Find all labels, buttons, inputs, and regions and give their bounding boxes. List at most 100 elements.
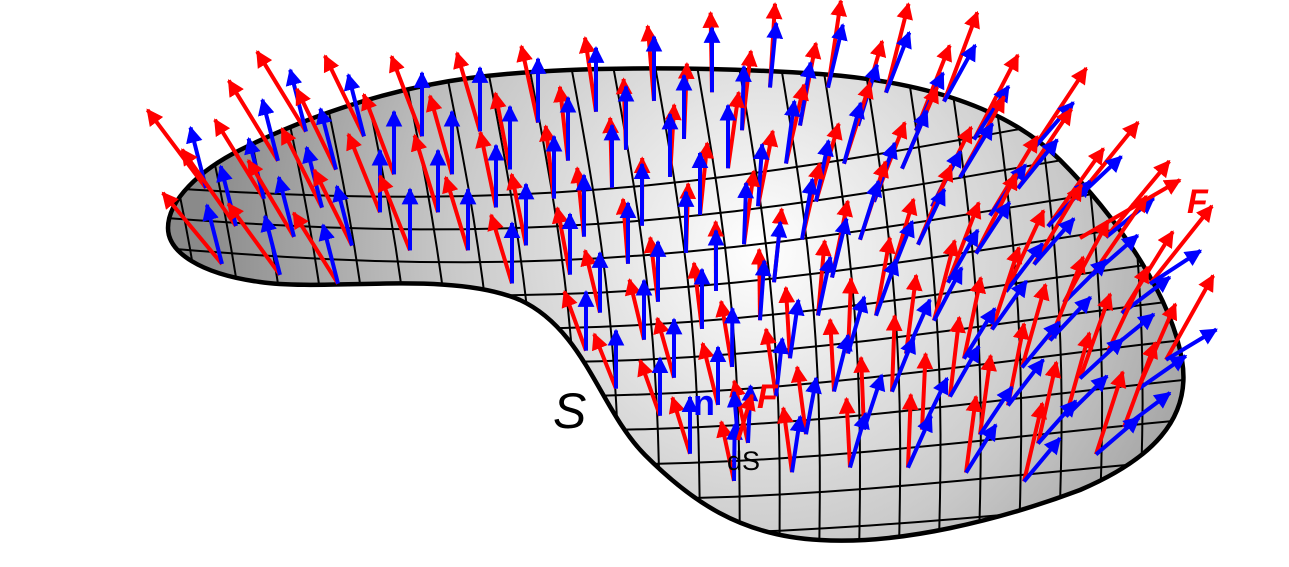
field-vector-F bbox=[948, 315, 966, 397]
field-vector-F bbox=[213, 118, 266, 200]
normal-vector-n bbox=[804, 376, 822, 435]
normal-vector-n bbox=[318, 223, 340, 285]
normal-vector-n bbox=[772, 336, 790, 397]
normal-vector-n bbox=[789, 414, 807, 473]
normal-vector-n bbox=[874, 257, 900, 317]
normal-vector-n bbox=[1164, 327, 1218, 362]
field-vector-F bbox=[932, 238, 960, 322]
field-vector-F bbox=[1148, 204, 1214, 286]
normal-vector-n bbox=[770, 220, 788, 283]
normal-vector-n bbox=[932, 266, 964, 322]
field-vector-F bbox=[822, 317, 840, 392]
field-vector-F bbox=[475, 130, 498, 208]
normal-vector-n bbox=[832, 333, 853, 393]
field-vector-F bbox=[978, 353, 997, 435]
normal-vector-n bbox=[1136, 354, 1188, 391]
field-vector-F bbox=[516, 44, 540, 124]
field-vector-F bbox=[361, 92, 396, 176]
normal-vector-n bbox=[202, 203, 224, 265]
field-vector-F bbox=[280, 127, 324, 209]
normal-vector-n bbox=[332, 184, 354, 247]
field-vector-F bbox=[410, 133, 440, 213]
normal-vector-n bbox=[974, 200, 1012, 255]
field-vector-F bbox=[668, 395, 692, 455]
field-vector-F bbox=[346, 132, 382, 214]
normal-vector-n bbox=[900, 109, 929, 170]
field-vector-F bbox=[637, 358, 662, 417]
field-vector-F bbox=[698, 341, 720, 406]
normal-vector-n bbox=[726, 423, 743, 481]
field-vector-F bbox=[551, 206, 572, 276]
field-vector-F bbox=[425, 94, 454, 175]
mesh-line bbox=[989, 68, 1023, 541]
normal-vector-n bbox=[258, 98, 280, 162]
normal-vector-n bbox=[1022, 437, 1062, 483]
field-vector-F-highlight bbox=[736, 393, 756, 441]
field-vector-F bbox=[389, 54, 424, 138]
normal-vector-n bbox=[1094, 415, 1141, 456]
mesh-line bbox=[150, 547, 1230, 567]
normal-vector-n bbox=[826, 23, 848, 89]
normal-vector-n bbox=[816, 255, 836, 316]
mesh-line bbox=[168, 515, 1184, 541]
field-vector-F bbox=[990, 246, 1023, 331]
normal-vector-n bbox=[1078, 337, 1125, 380]
normal-vector-n bbox=[787, 298, 805, 359]
field-vector-F bbox=[592, 332, 618, 390]
field-vector-F bbox=[291, 211, 340, 285]
normal-vector-n bbox=[735, 64, 752, 131]
normal-vector-n bbox=[884, 30, 912, 94]
mesh-line bbox=[863, 68, 902, 541]
field-vector-F bbox=[874, 236, 896, 317]
field-vector-F bbox=[653, 316, 676, 379]
normal-vector-n bbox=[958, 122, 995, 179]
mesh-line bbox=[737, 68, 781, 541]
normal-vector-n bbox=[274, 175, 296, 238]
field-vector-F bbox=[294, 87, 338, 171]
field-vector-F bbox=[1104, 159, 1171, 239]
normal-vector-n bbox=[842, 101, 865, 165]
field-vector-F bbox=[1164, 274, 1215, 361]
field-vector-F-label-arrow bbox=[1078, 178, 1182, 240]
field-vector-F bbox=[180, 148, 238, 228]
normal-vector-n bbox=[1006, 358, 1045, 407]
field-vector-F bbox=[506, 172, 528, 246]
normal-vector-n bbox=[766, 21, 784, 88]
normal-vector-n bbox=[260, 214, 282, 276]
field-vector-F bbox=[312, 168, 354, 247]
mesh-line bbox=[191, 68, 263, 541]
mesh-line bbox=[168, 68, 224, 541]
normal-vector-n bbox=[916, 187, 947, 246]
vector-field-arrows bbox=[145, 0, 1218, 483]
field-vector-F bbox=[489, 91, 512, 170]
normal-vector-n bbox=[754, 259, 772, 321]
field-vector-F bbox=[942, 10, 980, 103]
normal-vector-n bbox=[948, 344, 981, 398]
normal-vector-n bbox=[1036, 399, 1078, 445]
field-vector-F bbox=[487, 213, 514, 285]
field-vector-F bbox=[885, 314, 903, 392]
field-vector-F bbox=[964, 394, 983, 473]
normal-vector-n bbox=[990, 279, 1029, 331]
field-vector-F bbox=[1078, 292, 1114, 380]
field-vector-F bbox=[580, 248, 602, 314]
field-vector-F bbox=[716, 420, 736, 482]
field-vector-F bbox=[838, 396, 856, 468]
field-vector-F bbox=[1020, 282, 1050, 369]
normal-vector-n-highlight bbox=[726, 390, 744, 441]
field-vector-F bbox=[226, 202, 282, 277]
surface-outline bbox=[165, 66, 1186, 543]
field-vector-F bbox=[1106, 265, 1150, 353]
field-vector-F bbox=[777, 406, 794, 473]
area-element-label-dS: dS bbox=[727, 446, 760, 476]
field-vector-F bbox=[442, 175, 470, 251]
field-vector-F bbox=[1004, 209, 1046, 293]
normal-vector-n bbox=[316, 107, 338, 171]
mesh-line bbox=[779, 68, 821, 541]
field-vector-F bbox=[624, 278, 646, 341]
normal-vector-n bbox=[906, 414, 933, 469]
normal-vector-n bbox=[1062, 258, 1109, 304]
field-vector-F bbox=[759, 327, 778, 397]
mesh-line bbox=[1200, 60, 1224, 560]
field-vector-F bbox=[1022, 401, 1048, 482]
